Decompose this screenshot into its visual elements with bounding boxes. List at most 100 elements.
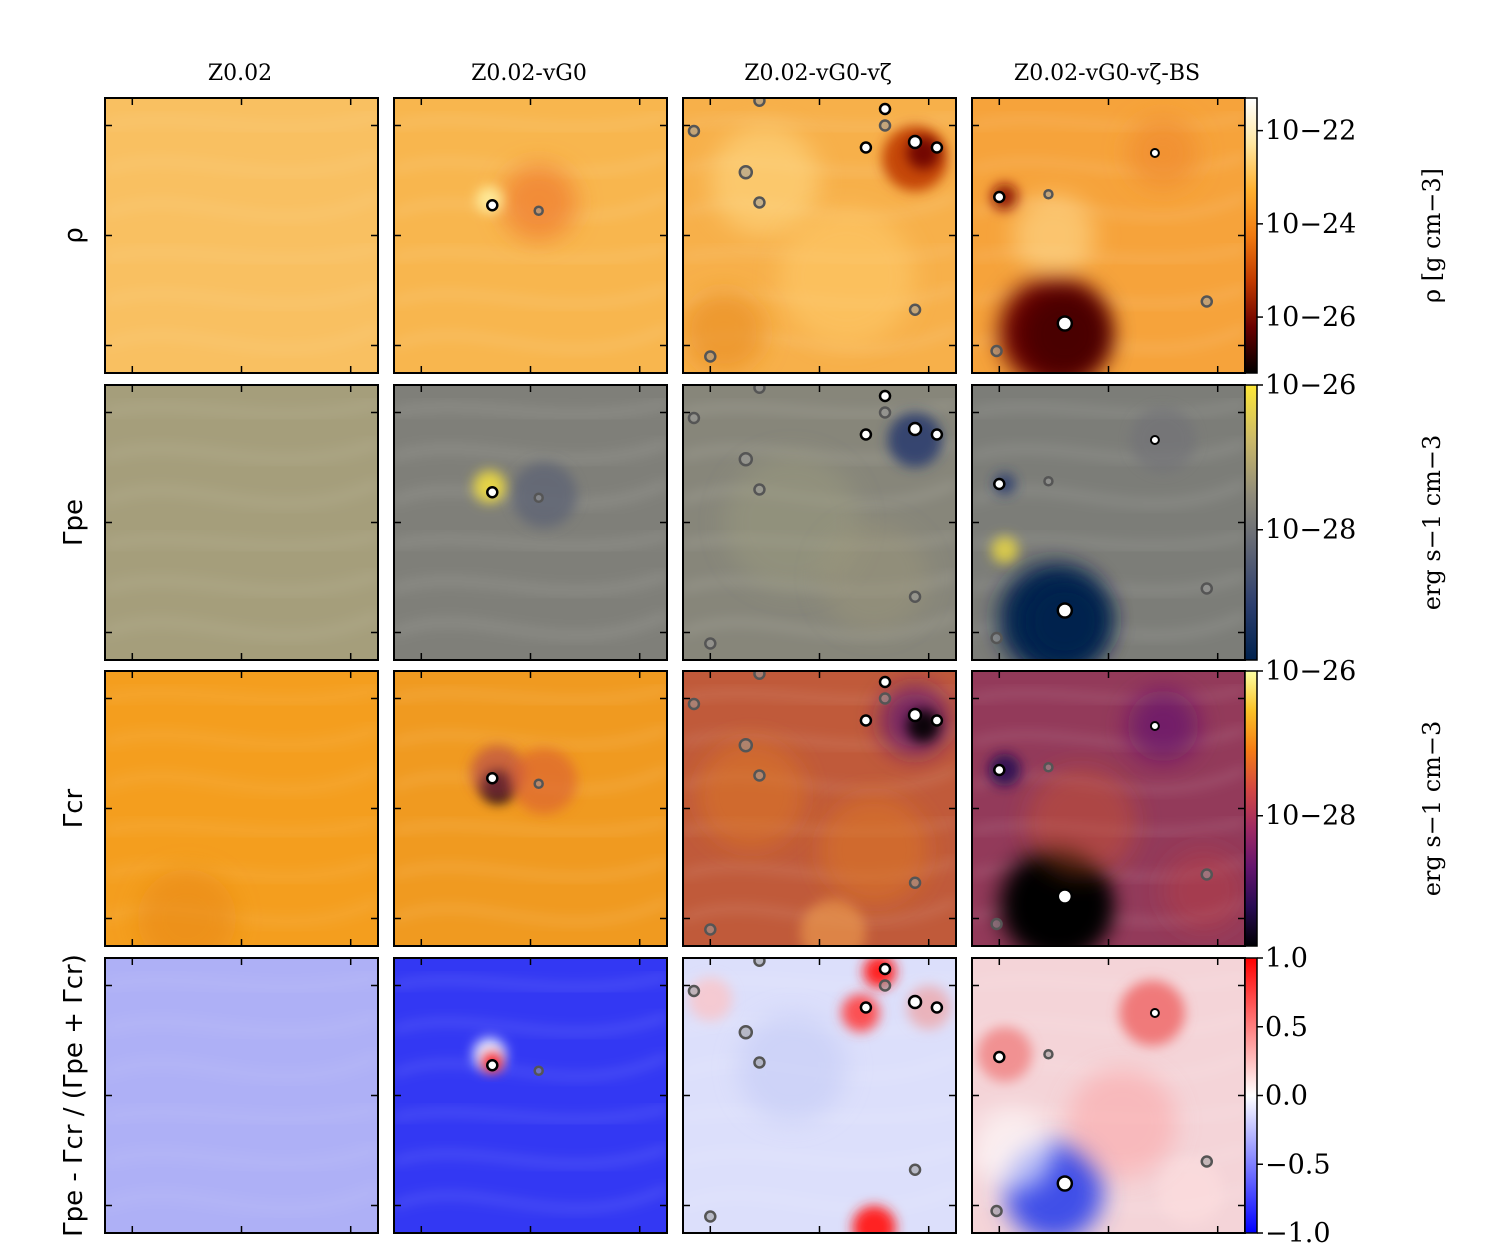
- column-title: Z0.02-vG0-vζ-BS: [1014, 61, 1200, 86]
- colorbar-tick-label: 10−24: [1265, 209, 1356, 240]
- colorbar-tick-label: −0.5: [1265, 1149, 1331, 1180]
- sink-marker: [533, 492, 544, 503]
- sink-marker: [1056, 888, 1074, 905]
- sink-marker: [859, 428, 873, 441]
- structure: [1067, 1068, 1177, 1178]
- filament: [394, 441, 667, 462]
- sink-marker: [1200, 1155, 1214, 1168]
- structure: [991, 536, 1019, 564]
- sink-marker: [1043, 762, 1054, 773]
- filament: [394, 1014, 667, 1035]
- sink-marker: [993, 190, 1006, 204]
- panel: [971, 957, 1246, 1234]
- row-label: Γpe: [59, 499, 89, 546]
- sink-marker: [878, 119, 892, 132]
- structure: [1130, 407, 1196, 473]
- filament: [105, 111, 378, 132]
- panel: [682, 957, 957, 1234]
- filament: [105, 724, 378, 750]
- structure: [972, 1109, 1054, 1192]
- sink-marker: [1056, 1175, 1074, 1192]
- sink-marker: [908, 1163, 922, 1176]
- filament: [972, 401, 1245, 417]
- structure: [1021, 863, 1109, 946]
- sink-marker: [1200, 868, 1214, 881]
- column-title: Z0.02-vG0: [471, 61, 587, 86]
- sink-marker: [878, 675, 892, 689]
- structure: [778, 208, 916, 345]
- colorbar-label: erg s−1 cm−3: [1418, 721, 1446, 897]
- filament: [394, 401, 667, 417]
- sink-marker: [878, 102, 892, 116]
- filament: [105, 243, 378, 264]
- colorbar: [1244, 97, 1258, 374]
- structure: [696, 740, 806, 850]
- colorbar-label: ρ [g cm−3]: [1418, 168, 1446, 303]
- sink-marker: [930, 1001, 944, 1014]
- structure: [511, 462, 577, 528]
- panel: [104, 384, 379, 661]
- sink-marker: [993, 763, 1006, 777]
- filament: [105, 530, 378, 551]
- filament: [105, 478, 378, 509]
- filament: [105, 151, 378, 177]
- panel: [104, 957, 379, 1234]
- colorbars: 10−22 10−24 10−26 ρ [g cm−3] 10−26 10−28 erg s…: [1244, 97, 1446, 1246]
- filament: [105, 1011, 378, 1037]
- panel-grid: [104, 97, 1246, 1234]
- sink-marker: [878, 692, 892, 705]
- filament: [105, 570, 378, 596]
- structure: [688, 977, 733, 1022]
- sink-marker: [908, 303, 922, 316]
- sink-marker: [908, 876, 922, 889]
- sink-marker: [1200, 295, 1214, 308]
- sink-marker: [738, 738, 754, 753]
- sink-marker: [1149, 435, 1160, 445]
- sink-marker: [878, 962, 892, 976]
- sink-marker: [704, 350, 717, 363]
- filament: [683, 114, 956, 130]
- sink-marker: [1149, 148, 1160, 158]
- colorbar: [1244, 957, 1258, 1234]
- sink-marker: [878, 389, 892, 403]
- colorbar-tick-label: 10−26: [1265, 656, 1356, 687]
- row-label: ρ: [59, 227, 89, 244]
- filament: [683, 613, 956, 638]
- sink-marker: [486, 772, 499, 785]
- sink-marker: [753, 196, 766, 209]
- filament: [683, 401, 956, 417]
- filament: [972, 727, 1245, 748]
- colorbar-tick-label: 10−28: [1265, 801, 1356, 832]
- structure: [1157, 1158, 1224, 1225]
- panel: [682, 384, 957, 661]
- sink-marker: [930, 714, 944, 727]
- structure: [1012, 194, 1095, 277]
- sink-marker: [990, 344, 1003, 358]
- sink-marker: [1149, 1008, 1160, 1018]
- sink-marker: [533, 1065, 544, 1076]
- sink-marker: [990, 1204, 1003, 1218]
- panel: [971, 384, 1246, 661]
- structure: [500, 164, 577, 241]
- sink-marker: [907, 994, 923, 1010]
- panel-background: [105, 958, 378, 1233]
- filament: [105, 610, 378, 641]
- filament: [394, 1054, 667, 1079]
- colorbar-tick-label: −1.0: [1265, 1218, 1331, 1246]
- structure: [819, 522, 929, 633]
- colorbar-tick-label: 10−22: [1265, 116, 1356, 147]
- sink-marker: [753, 1056, 766, 1069]
- filament: [105, 438, 378, 464]
- sink-marker: [907, 707, 923, 723]
- colorbar: [1244, 384, 1258, 661]
- filament: [394, 573, 667, 594]
- sink-marker: [1056, 315, 1074, 332]
- filament: [683, 1186, 956, 1211]
- colorbar-tick-label: 0.5: [1265, 1012, 1308, 1043]
- colorbar-tick-label: 0.0: [1265, 1081, 1308, 1112]
- structure: [852, 1205, 896, 1233]
- panel: [971, 670, 1246, 947]
- sink-marker: [687, 697, 701, 711]
- structure: [819, 795, 929, 905]
- sink-marker: [1043, 476, 1054, 487]
